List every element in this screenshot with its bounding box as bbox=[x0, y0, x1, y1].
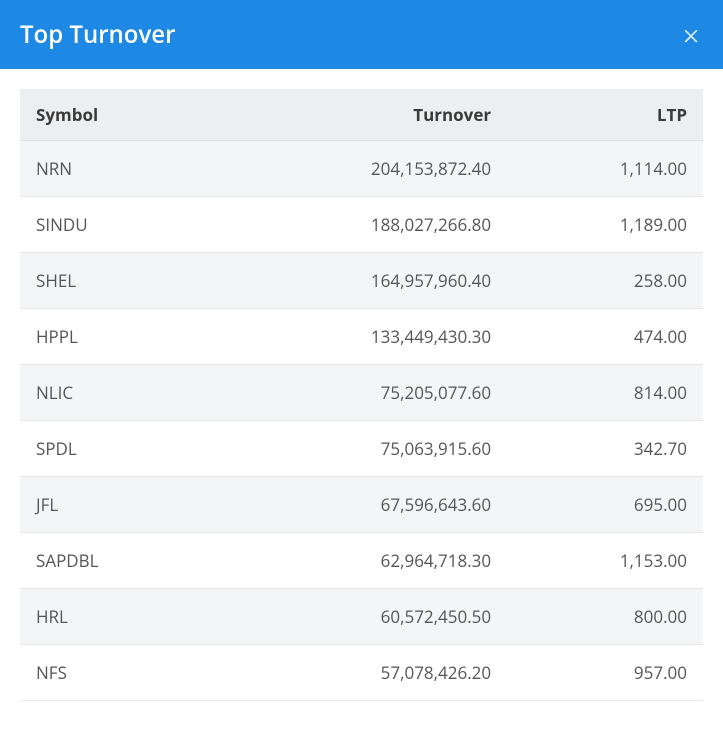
cell-symbol: HPPL bbox=[20, 309, 207, 365]
cell-ltp: 1,114.00 bbox=[507, 141, 703, 197]
cell-symbol: JFL bbox=[20, 477, 207, 533]
col-turnover: Turnover bbox=[207, 89, 508, 141]
table-body: NRN 204,153,872.40 1,114.00 SINDU 188,02… bbox=[20, 141, 703, 701]
cell-symbol: SHEL bbox=[20, 253, 207, 309]
col-symbol: Symbol bbox=[20, 89, 207, 141]
close-icon bbox=[681, 25, 701, 45]
cell-turnover: 57,078,426.20 bbox=[207, 645, 508, 701]
modal-body: Symbol Turnover LTP NRN 204,153,872.40 1… bbox=[0, 69, 723, 701]
top-turnover-modal: Top Turnover Symbol Turnover LTP NRN 204… bbox=[0, 0, 723, 701]
table-row[interactable]: SAPDBL 62,964,718.30 1,153.00 bbox=[20, 533, 703, 589]
cell-symbol: HRL bbox=[20, 589, 207, 645]
cell-turnover: 75,205,077.60 bbox=[207, 365, 508, 421]
cell-ltp: 474.00 bbox=[507, 309, 703, 365]
cell-ltp: 258.00 bbox=[507, 253, 703, 309]
cell-turnover: 204,153,872.40 bbox=[207, 141, 508, 197]
cell-turnover: 62,964,718.30 bbox=[207, 533, 508, 589]
cell-symbol: SINDU bbox=[20, 197, 207, 253]
cell-turnover: 67,596,643.60 bbox=[207, 477, 508, 533]
table-row[interactable]: HRL 60,572,450.50 800.00 bbox=[20, 589, 703, 645]
table-row[interactable]: SHEL 164,957,960.40 258.00 bbox=[20, 253, 703, 309]
cell-symbol: NRN bbox=[20, 141, 207, 197]
table-row[interactable]: HPPL 133,449,430.30 474.00 bbox=[20, 309, 703, 365]
cell-ltp: 814.00 bbox=[507, 365, 703, 421]
table-row[interactable]: JFL 67,596,643.60 695.00 bbox=[20, 477, 703, 533]
cell-symbol: SPDL bbox=[20, 421, 207, 477]
modal-header: Top Turnover bbox=[0, 0, 723, 69]
turnover-table: Symbol Turnover LTP NRN 204,153,872.40 1… bbox=[20, 89, 703, 701]
cell-ltp: 1,153.00 bbox=[507, 533, 703, 589]
cell-turnover: 75,063,915.60 bbox=[207, 421, 508, 477]
table-header-row: Symbol Turnover LTP bbox=[20, 89, 703, 141]
cell-symbol: SAPDBL bbox=[20, 533, 207, 589]
table-row[interactable]: SPDL 75,063,915.60 342.70 bbox=[20, 421, 703, 477]
close-button[interactable] bbox=[679, 23, 703, 47]
table-row[interactable]: NRN 204,153,872.40 1,114.00 bbox=[20, 141, 703, 197]
cell-symbol: NFS bbox=[20, 645, 207, 701]
cell-ltp: 957.00 bbox=[507, 645, 703, 701]
cell-ltp: 342.70 bbox=[507, 421, 703, 477]
cell-turnover: 164,957,960.40 bbox=[207, 253, 508, 309]
col-ltp: LTP bbox=[507, 89, 703, 141]
table-row[interactable]: SINDU 188,027,266.80 1,189.00 bbox=[20, 197, 703, 253]
cell-symbol: NLIC bbox=[20, 365, 207, 421]
cell-ltp: 800.00 bbox=[507, 589, 703, 645]
cell-turnover: 60,572,450.50 bbox=[207, 589, 508, 645]
modal-title: Top Turnover bbox=[20, 18, 175, 51]
cell-turnover: 188,027,266.80 bbox=[207, 197, 508, 253]
cell-turnover: 133,449,430.30 bbox=[207, 309, 508, 365]
table-row[interactable]: NLIC 75,205,077.60 814.00 bbox=[20, 365, 703, 421]
cell-ltp: 695.00 bbox=[507, 477, 703, 533]
cell-ltp: 1,189.00 bbox=[507, 197, 703, 253]
table-row[interactable]: NFS 57,078,426.20 957.00 bbox=[20, 645, 703, 701]
